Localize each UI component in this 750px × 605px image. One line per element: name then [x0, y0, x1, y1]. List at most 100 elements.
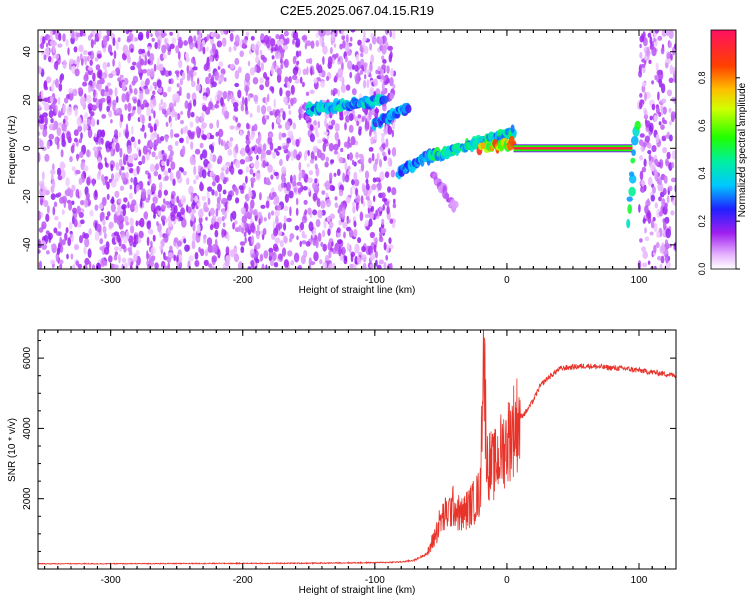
spectrogram-cell — [121, 243, 126, 250]
spectrogram-cell — [657, 256, 662, 261]
spectrogram-cell — [146, 106, 152, 117]
spectrogram-cell — [312, 120, 318, 126]
spectrogram-cell — [243, 231, 247, 238]
spectrogram-cell — [141, 49, 145, 54]
spectrogram-cell — [161, 108, 167, 115]
spectrogram-cell — [121, 257, 127, 263]
spectrogram-cell — [347, 170, 351, 177]
spectrogram-cell — [128, 251, 133, 256]
spectrogram-cell — [250, 130, 256, 138]
spectrogram-cell — [277, 146, 282, 151]
spectrogram-cell — [183, 238, 187, 244]
spectrogram-cell — [57, 221, 62, 230]
spectrogram-cell — [261, 150, 267, 159]
spectrogram-cell — [307, 207, 312, 215]
spectrogram-cell — [349, 71, 353, 79]
spectrogram-cell — [216, 40, 223, 48]
spectrogram-cell — [190, 141, 194, 150]
spectrogram-cell — [325, 156, 330, 162]
spectrogram-cell — [85, 192, 90, 201]
spectrogram-cell — [363, 188, 369, 197]
spectrogram-cell — [69, 233, 73, 239]
spectrogram-cell — [92, 72, 96, 82]
spectrogram-cell — [199, 248, 205, 257]
spectrogram-cell — [245, 31, 250, 37]
spectrogram-cell — [263, 250, 269, 259]
spectrogram-cell — [83, 246, 87, 255]
spectrogram-cell — [58, 110, 61, 117]
spectrogram-cell — [222, 222, 226, 228]
spectrogram-cell — [283, 96, 288, 104]
spectrogram-cell — [137, 63, 142, 74]
spectrogram-cell — [292, 122, 296, 130]
snr-x-tick-label: 100 — [631, 575, 648, 586]
spectrogram-cell — [263, 34, 270, 45]
spectrogram-cell — [176, 83, 180, 88]
spectrogram-cell — [266, 105, 272, 112]
spectrogram-cell — [52, 125, 56, 131]
spectrogram-cell — [267, 93, 270, 103]
spectrogram-cell — [658, 121, 662, 126]
snr-x-tick-label: -200 — [233, 575, 253, 586]
spectrogram-cell — [653, 37, 656, 43]
spectrogram-cell — [293, 252, 300, 263]
spectrogram-cell — [366, 79, 370, 89]
spectrogram-cell — [186, 204, 189, 212]
spectrogram-cell — [65, 227, 69, 234]
spectrogram-cell — [46, 34, 51, 40]
spectrogram-cell — [133, 234, 137, 244]
spectrogram-x-tick-label: 0 — [504, 275, 510, 286]
spectrogram-cell — [115, 108, 120, 114]
spectrogram-cell — [366, 68, 370, 76]
spectrogram-cell — [187, 130, 192, 138]
spectrogram-cell — [65, 177, 70, 187]
spectrogram-cell — [316, 197, 321, 208]
spectrogram-cell — [220, 139, 224, 147]
spectrogram-cell — [647, 32, 652, 38]
spectrogram-cell — [360, 162, 365, 172]
spectrogram-cell — [639, 100, 643, 110]
spectrogram-cell — [52, 206, 56, 216]
spectrogram-cell — [74, 68, 80, 77]
spectrogram-cell — [289, 233, 295, 240]
spectrogram-cell — [274, 148, 278, 153]
spectrogram-cell — [324, 117, 327, 128]
spectrogram-cell — [203, 158, 209, 168]
spectrogram-cell — [44, 189, 50, 196]
spectrogram-cell — [164, 201, 170, 205]
spectrogram-cell — [380, 74, 385, 80]
spectrogram-cell — [666, 30, 669, 37]
spectrogram-cell — [66, 106, 73, 116]
spectrogram-cell — [153, 123, 157, 132]
spectrogram-cell — [294, 225, 300, 231]
spectrogram-cell — [225, 246, 230, 256]
spectrogram-cell — [72, 207, 77, 214]
spectrogram-cell — [274, 111, 278, 118]
spectrogram-cell — [217, 248, 221, 259]
spectrogram-cell — [352, 206, 356, 214]
spectrogram-cell — [277, 124, 282, 129]
spectrogram-cell — [182, 126, 188, 134]
spectrogram-cell — [100, 97, 106, 103]
spectrogram-cell — [277, 204, 282, 211]
spectrogram-cell — [384, 171, 390, 179]
spectrogram-cell — [111, 196, 115, 204]
spectrogram-cell — [222, 207, 225, 216]
spectrogram-cell — [301, 35, 307, 41]
spectrogram-cell — [389, 92, 395, 100]
spectrogram-cell — [380, 147, 384, 153]
spectrogram-cell — [262, 160, 266, 169]
spectrogram-cell — [328, 124, 334, 130]
spectrogram-cell — [130, 265, 133, 269]
spectrogram-cell — [185, 135, 190, 145]
spectrogram-cell — [83, 165, 89, 172]
spectrogram-cell — [159, 63, 164, 71]
colorbar-frame — [710, 29, 737, 270]
spectrogram-cell — [38, 210, 42, 221]
spectrogram-cell — [154, 84, 157, 90]
spectrogram-cell — [168, 154, 173, 163]
spectrogram-cell — [154, 42, 158, 50]
spectrogram-cell — [123, 262, 128, 269]
spectrogram-cell — [104, 232, 107, 239]
spectrogram-cell — [157, 57, 160, 67]
